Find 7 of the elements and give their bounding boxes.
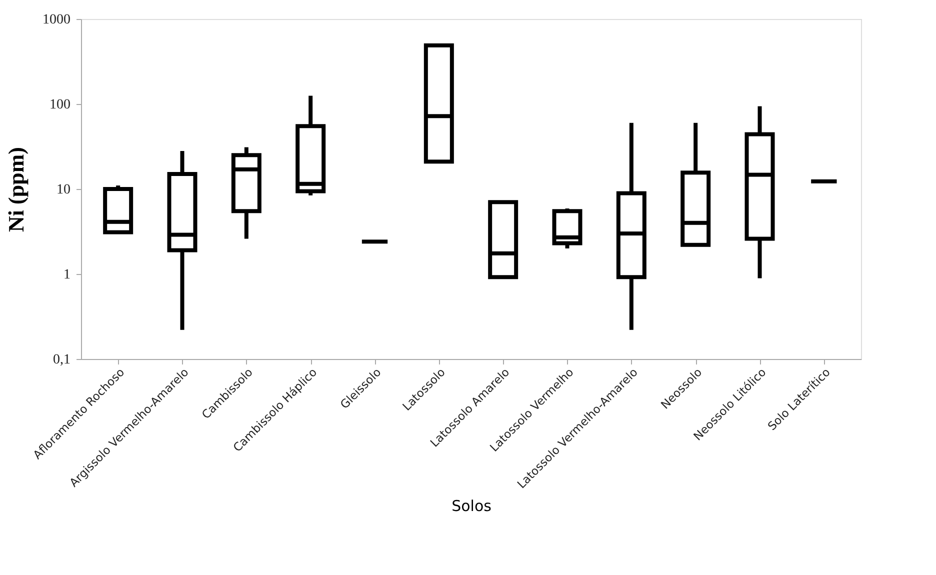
y-tick-label: 1000 — [42, 12, 70, 28]
x-axis-title: Solos — [452, 496, 492, 515]
y-tick-label: 10 — [56, 182, 70, 198]
y-tick-label: 1 — [64, 268, 70, 282]
y-tick-label: 100 — [50, 98, 70, 112]
y-axis-title: Ni (ppm) — [4, 147, 28, 232]
y-tick-label: 0,1 — [53, 352, 70, 368]
